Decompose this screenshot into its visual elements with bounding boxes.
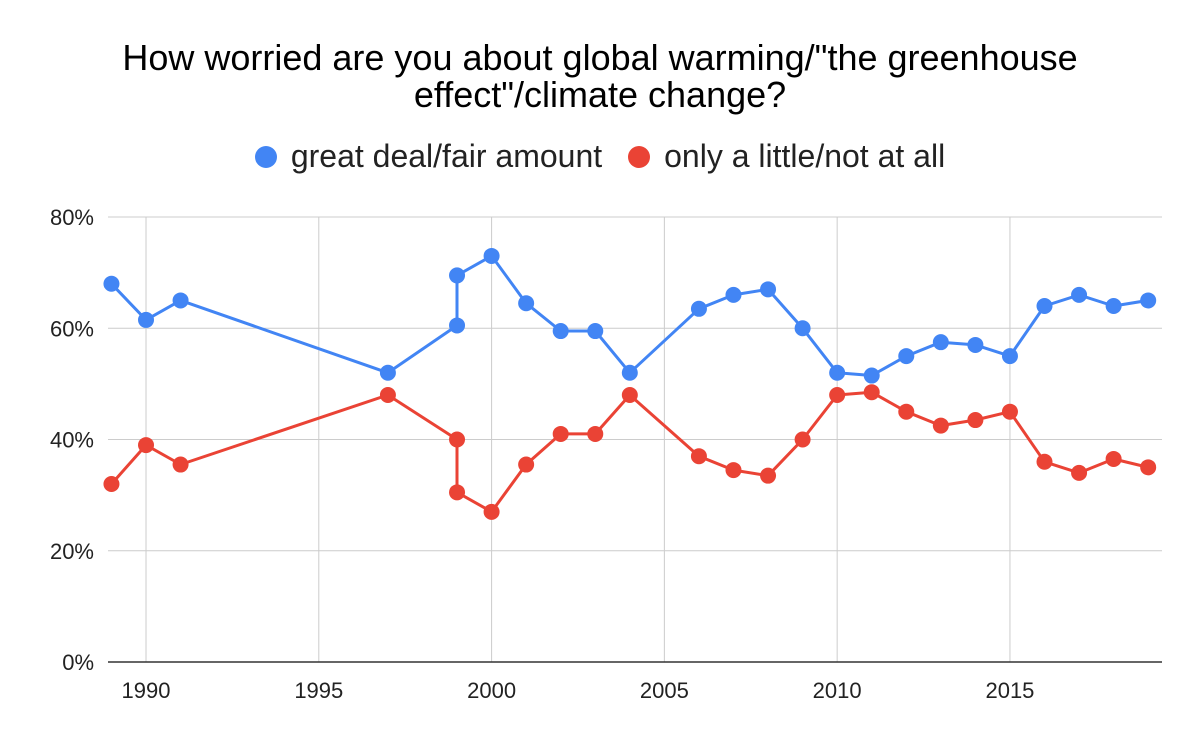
series-1-point (967, 412, 984, 429)
series-0-point (967, 336, 984, 353)
x-tick-label: 1990 (122, 678, 171, 703)
series-1-point (690, 448, 707, 465)
series-1-point (1105, 450, 1122, 467)
series-0-point (103, 275, 120, 292)
x-tick-label: 2005 (640, 678, 689, 703)
series-0-point (621, 364, 638, 381)
series-0-point (483, 247, 500, 264)
series-0-point (863, 367, 880, 384)
y-tick-label: 40% (50, 428, 94, 453)
series-0-point (1036, 298, 1053, 314)
legend-marker-great-deal (254, 145, 277, 168)
series-1-point (587, 425, 604, 442)
series-0-point (379, 364, 396, 381)
series-1-point (449, 484, 466, 501)
series-1-point (932, 417, 949, 434)
series-1-point (172, 456, 189, 473)
series-1-point (138, 437, 155, 454)
series-line-0 (110, 254, 1149, 377)
series-0-point (587, 323, 604, 340)
series-0-point (760, 281, 777, 298)
legend-item-great-deal: great deal/fair amount (254, 138, 603, 175)
series-1-point (1001, 403, 1018, 420)
series-1-point (760, 467, 777, 484)
chart-legend: great deal/fair amount only a little/not… (0, 138, 1200, 175)
series-0-point (794, 320, 811, 337)
series-1-point (725, 462, 742, 479)
series-0-point (1001, 348, 1018, 365)
y-tick-label: 60% (50, 316, 94, 341)
series-1-point (518, 456, 535, 473)
series-1-point (829, 387, 846, 403)
chart-title-line-2: effect"/climate change? (413, 74, 787, 115)
series-1-point (379, 387, 396, 403)
series-0-point (1140, 292, 1157, 309)
series-0-point (518, 295, 535, 312)
series-1-point (863, 384, 880, 401)
series-0-point (552, 323, 569, 340)
series-0-point (829, 364, 846, 381)
series-0-point (690, 300, 707, 317)
series-0-point (449, 267, 466, 284)
series-0-point (1105, 298, 1122, 314)
series-1-point (1140, 459, 1157, 476)
legend-item-only-a-little: only a little/not at all (628, 138, 945, 175)
legend-label-great-deal: great deal/fair amount (290, 138, 603, 174)
series-1-point (449, 431, 466, 448)
chart-title-line-1: How worried are you about global warming… (122, 37, 1078, 78)
legend-label-only-a-little: only a little/not at all (664, 138, 946, 174)
series-0-point (725, 286, 742, 303)
series-1-point (1036, 453, 1053, 470)
x-tick-label: 1995 (294, 678, 343, 703)
series-0-point (449, 317, 466, 334)
series-1-point (103, 476, 120, 492)
y-tick-label: 0% (62, 650, 94, 675)
series-0-point (1071, 286, 1088, 303)
series-1-point (483, 503, 500, 520)
series-0-point (898, 348, 915, 365)
legend-marker-only-a-little (628, 145, 651, 168)
y-tick-label: 20% (50, 539, 94, 564)
series-0-point (932, 334, 949, 351)
series-1-point (898, 403, 915, 420)
series-0-point (172, 292, 189, 309)
y-tick-label: 80% (50, 205, 94, 230)
series-1-point (794, 431, 811, 448)
series-1-point (1071, 464, 1088, 481)
series-1-point (621, 387, 638, 403)
series-0-point (138, 311, 155, 328)
series-1-point (552, 425, 569, 442)
x-tick-label: 2010 (813, 678, 862, 703)
x-tick-label: 2015 (985, 678, 1034, 703)
series-line-1 (110, 390, 1149, 514)
x-tick-label: 2000 (467, 678, 516, 703)
